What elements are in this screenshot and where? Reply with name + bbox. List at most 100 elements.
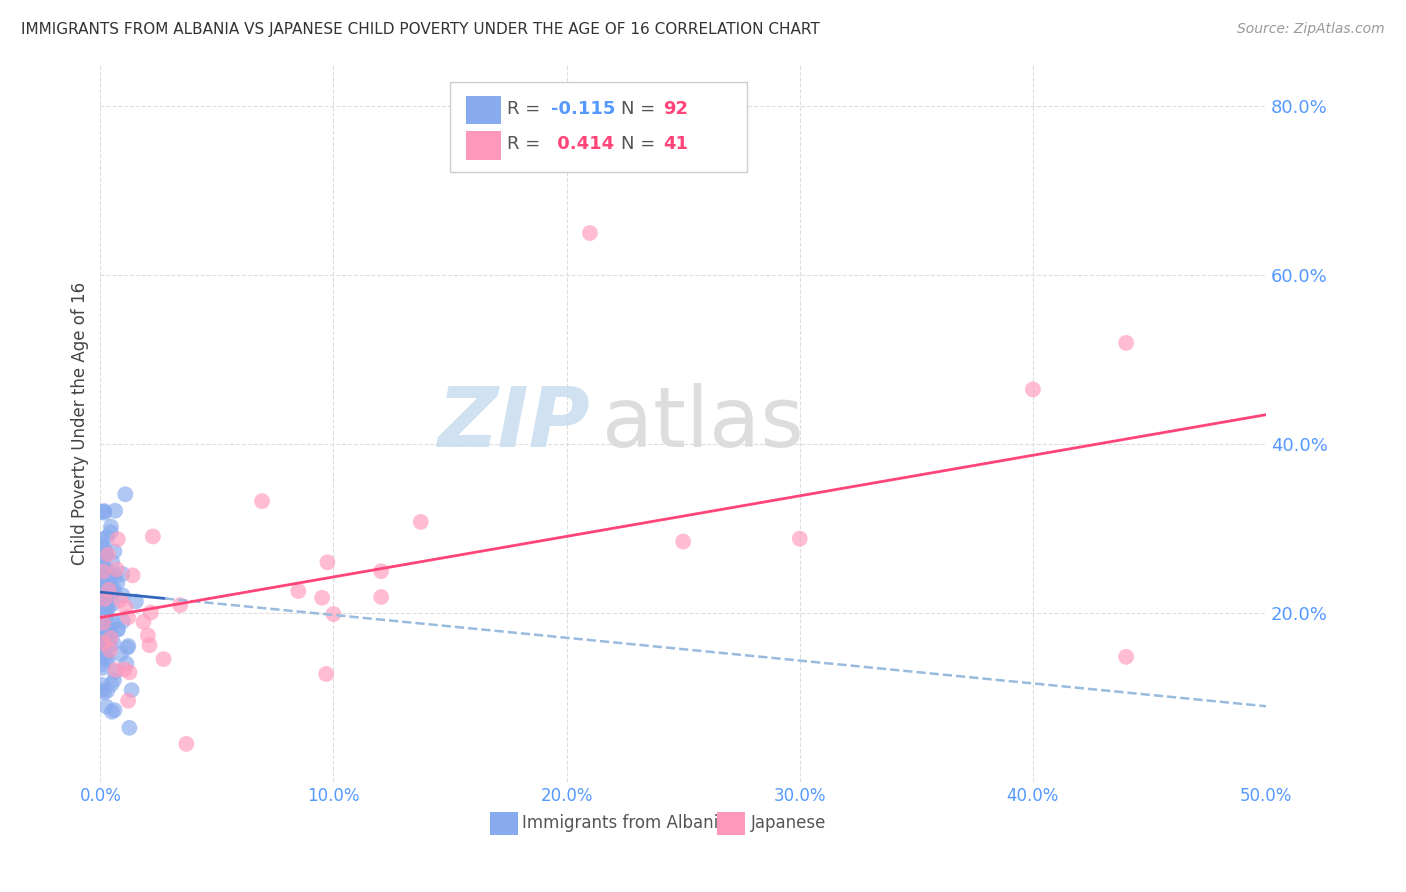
Point [101, 555, 124, 569]
Point [115, 657, 138, 671]
Point [91, 505, 114, 519]
Point [322, 607, 344, 621]
Point [1115, 649, 1137, 664]
Point [93, 599, 115, 613]
Point [91, 615, 114, 630]
Text: ZIP: ZIP [437, 383, 591, 464]
Point [100, 583, 122, 598]
Point [169, 598, 191, 612]
Point [94, 548, 117, 562]
Point [100, 631, 122, 645]
Point [111, 614, 134, 628]
Point [90, 631, 112, 645]
Point [311, 591, 333, 605]
Point [103, 544, 125, 558]
Point [96, 683, 118, 698]
Point [91, 572, 114, 586]
Point [107, 623, 129, 637]
Point [94, 574, 117, 589]
Point [97, 632, 120, 646]
Point [104, 663, 127, 677]
Y-axis label: Child Poverty Under the Age of 16: Child Poverty Under the Age of 16 [72, 282, 89, 565]
Point [98, 643, 121, 657]
Point [316, 555, 339, 569]
Point [94, 652, 117, 666]
FancyBboxPatch shape [717, 812, 745, 835]
Point [117, 610, 139, 624]
Point [110, 592, 132, 607]
Text: Japanese: Japanese [751, 814, 827, 832]
Point [93, 623, 115, 637]
Point [97, 652, 120, 666]
Point [579, 226, 602, 240]
Point [93, 647, 115, 661]
Point [117, 639, 139, 653]
Point [93, 573, 115, 587]
Point [136, 628, 159, 642]
Point [93, 636, 115, 650]
Point [96, 612, 118, 626]
Point [121, 568, 143, 582]
Point [94, 699, 117, 714]
Point [94, 604, 117, 618]
Text: 41: 41 [664, 136, 689, 153]
Point [1022, 383, 1045, 397]
Point [96, 646, 118, 660]
Point [110, 647, 132, 661]
Point [118, 665, 141, 680]
Point [176, 737, 198, 751]
Point [114, 662, 136, 676]
Point [121, 683, 143, 698]
Text: R =: R = [508, 136, 546, 153]
Point [132, 615, 155, 629]
Text: atlas: atlas [602, 383, 803, 464]
Point [107, 623, 129, 637]
Point [94, 636, 117, 650]
Point [114, 487, 136, 501]
Text: R =: R = [508, 100, 546, 119]
Point [93, 506, 115, 520]
Point [91, 636, 114, 650]
FancyBboxPatch shape [450, 82, 747, 172]
Point [138, 638, 160, 652]
Point [98, 637, 121, 651]
Point [100, 677, 122, 691]
Point [90, 682, 112, 697]
Point [287, 584, 309, 599]
Point [96, 622, 118, 636]
Point [90, 587, 112, 601]
Point [125, 594, 148, 608]
Point [90, 608, 112, 623]
Point [114, 599, 136, 614]
Point [103, 673, 125, 687]
Point [315, 667, 337, 681]
Point [93, 590, 115, 604]
Point [96, 563, 118, 577]
Point [111, 566, 134, 581]
Point [105, 562, 128, 576]
Point [90, 539, 112, 553]
Point [90, 550, 112, 565]
Point [117, 694, 139, 708]
Point [101, 615, 124, 630]
Point [90, 657, 112, 672]
Point [104, 504, 127, 518]
Point [103, 636, 125, 650]
Text: 0.414: 0.414 [551, 136, 614, 153]
Point [1115, 335, 1137, 350]
Point [105, 576, 128, 591]
Point [91, 661, 114, 675]
Point [789, 532, 811, 546]
Point [101, 597, 124, 611]
Point [90, 678, 112, 692]
Point [107, 532, 129, 546]
Point [152, 652, 174, 666]
Point [96, 592, 118, 607]
Point [101, 705, 124, 719]
Point [118, 721, 141, 735]
Point [96, 597, 118, 611]
Point [672, 534, 695, 549]
Point [97, 621, 120, 635]
Point [90, 561, 112, 575]
Text: -0.115: -0.115 [551, 100, 616, 119]
